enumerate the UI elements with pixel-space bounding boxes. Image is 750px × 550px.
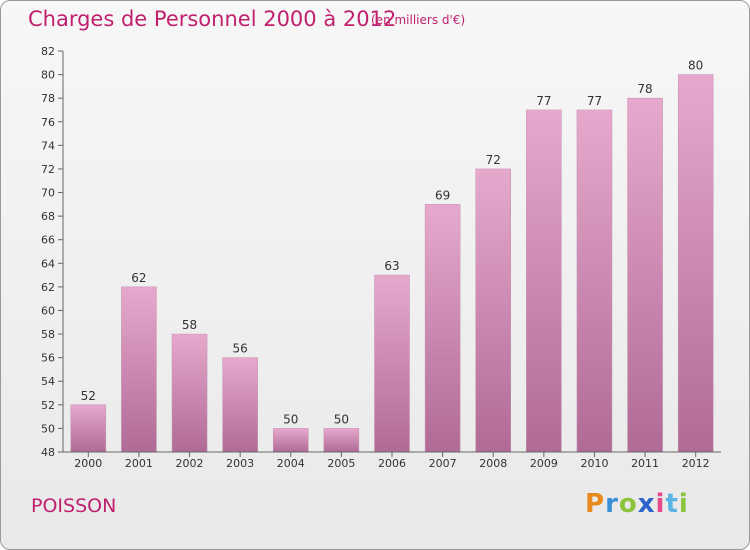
y-tick-label: 78 [41, 92, 55, 105]
y-tick-label: 56 [41, 352, 55, 365]
logo-letter: x [637, 489, 656, 519]
bar [374, 274, 410, 453]
logo-letter: i [678, 489, 689, 519]
bar-value-label: 72 [486, 153, 501, 167]
y-axis: 48 50 52 54 56 58 60 62 64 66 68 70 72 74 76 78 80 82 [41, 45, 64, 459]
bar [526, 109, 562, 453]
x-tick-label: 2010 [580, 457, 608, 470]
bar-value-label: 50 [283, 412, 298, 426]
bar [677, 74, 714, 453]
bar-value-label: 58 [182, 318, 197, 332]
y-tick-label: 68 [41, 210, 55, 223]
y-tick-label: 64 [41, 257, 55, 270]
bar-value-label: 50 [334, 412, 349, 426]
logo-letter: o [618, 489, 638, 519]
bar-value-label: 69 [435, 188, 450, 202]
bar [273, 428, 309, 453]
proxiti-logo: Proxiti [585, 489, 689, 519]
bar-value-label: 77 [536, 94, 551, 108]
bar [475, 168, 511, 453]
x-tick-label: 2007 [429, 457, 457, 470]
bar-value-label: 78 [637, 82, 652, 96]
y-tick-label: 48 [41, 446, 55, 459]
bar [576, 109, 613, 453]
x-axis: 2000 2001 2002 2003 2004 2005 2006 2007 2008 2009… [63, 451, 721, 470]
x-tick-label: 2004 [277, 457, 305, 470]
y-tick-label: 58 [41, 328, 55, 341]
bar [121, 286, 157, 453]
x-tick-label: 2000 [74, 457, 102, 470]
x-tick-label: 2011 [631, 457, 659, 470]
x-tick-label: 2012 [682, 457, 710, 470]
bar-value-label: 56 [233, 342, 248, 356]
chart-subtitle: (en milliers d'€) [371, 13, 466, 27]
y-tick-label: 60 [41, 304, 55, 317]
y-tick-label: 62 [41, 281, 55, 294]
bar [171, 333, 208, 453]
y-tick-label: 74 [41, 139, 55, 152]
y-tick-label: 80 [41, 69, 55, 82]
y-tick-label: 76 [41, 116, 55, 129]
y-tick-label: 50 [41, 422, 55, 435]
x-tick-label: 2002 [176, 457, 204, 470]
bar-value-label: 62 [131, 271, 146, 285]
y-tick-label: 70 [41, 187, 55, 200]
commune-name: POISSON [31, 495, 117, 517]
y-tick-label: 54 [41, 375, 55, 388]
logo-letter: i [655, 489, 666, 519]
bar [323, 428, 360, 453]
y-tick-label: 72 [41, 163, 55, 176]
bars: 52 62 58 56 50 50 63 69 72 77 77 78 80 [70, 59, 714, 453]
x-tick-label: 2009 [530, 457, 558, 470]
x-tick-label: 2005 [327, 457, 355, 470]
bar [424, 204, 461, 453]
x-tick-label: 2006 [378, 457, 406, 470]
chart-title: Charges de Personnel 2000 à 2012 [28, 7, 397, 31]
bar [70, 404, 107, 453]
bar-value-label: 52 [81, 389, 96, 403]
logo-letter: r [605, 489, 619, 519]
x-tick-label: 2008 [479, 457, 507, 470]
x-tick-label: 2001 [125, 457, 153, 470]
y-tick-label: 82 [41, 45, 55, 58]
y-tick-label: 66 [41, 234, 55, 247]
x-tick-label: 2003 [226, 457, 254, 470]
bar-value-label: 63 [384, 259, 399, 273]
bar-value-label: 80 [688, 59, 703, 73]
y-tick-label: 52 [41, 399, 55, 412]
logo-letter: P [585, 489, 606, 519]
bar [222, 357, 258, 453]
bar-value-label: 77 [587, 94, 602, 108]
bar [627, 97, 663, 453]
logo-letter: t [665, 489, 679, 519]
